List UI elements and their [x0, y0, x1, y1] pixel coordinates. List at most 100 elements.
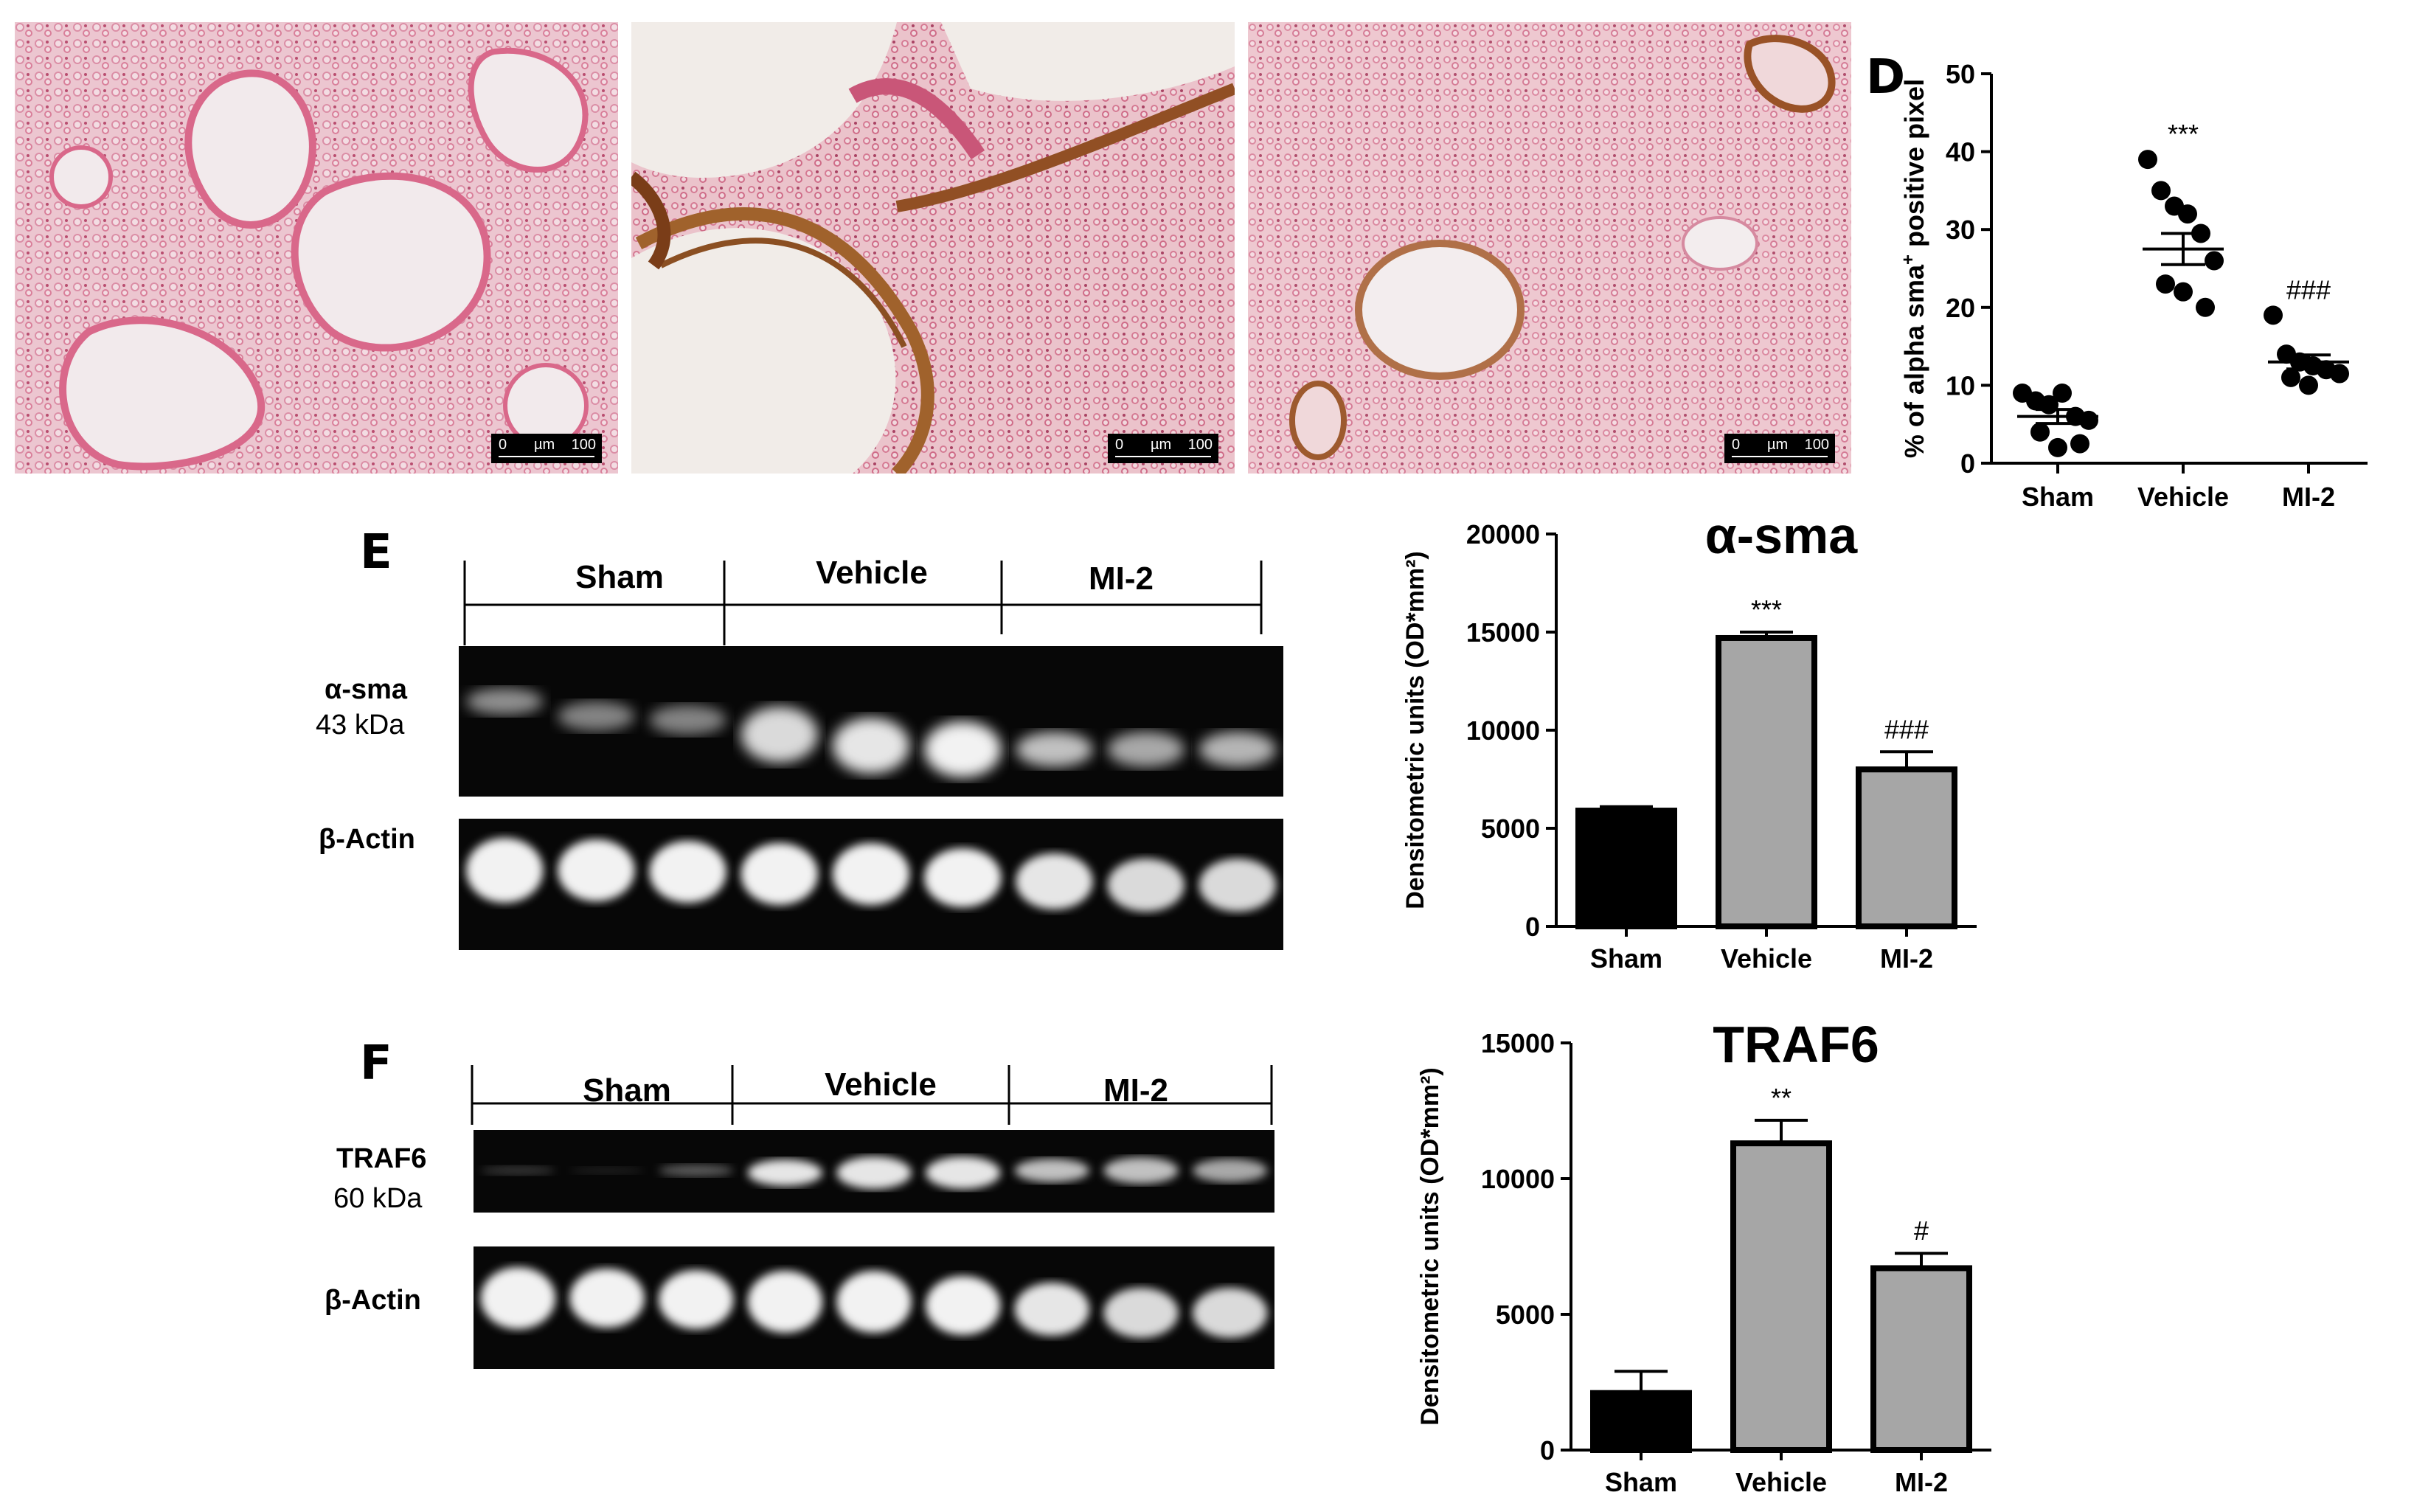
blot-band [649, 841, 726, 903]
bar [1730, 1140, 1832, 1453]
data-point [2178, 204, 2197, 224]
blot-band [1103, 1288, 1179, 1338]
significance-label: *** [2168, 119, 2199, 149]
data-point [2330, 364, 2349, 384]
data-point [2151, 181, 2171, 201]
lane-group-brackets-e [463, 561, 1263, 645]
blot-band [1199, 859, 1277, 912]
panel-label-d: D [1866, 50, 1906, 105]
blot-band [1014, 1159, 1090, 1182]
control-label-e: β-Actin [319, 824, 415, 855]
y-tick-label: 0 [1960, 448, 1975, 479]
chart-panel-f: TRAF6 0 5000 10000 15000 Densitometric units … [1416, 1018, 1991, 1497]
scale-bar-b: 0 µm 100 [1108, 434, 1218, 463]
blot-band [1016, 853, 1093, 909]
blot-band [740, 843, 818, 905]
y-tick-label: 10000 [1466, 715, 1540, 746]
chart-title: TRAF6 [1713, 1018, 1879, 1073]
blot-band [925, 1156, 1001, 1189]
blot-band [924, 721, 1002, 777]
x-tick-label: Vehicle [1721, 943, 1812, 974]
y-axis-label: Densitometric units (OD*mm²) [1416, 1067, 1444, 1426]
data-point [2264, 305, 2283, 325]
micrograph-sham-image [15, 22, 618, 474]
group-header-sham: Sham [575, 559, 664, 595]
panel-label-e: E [360, 525, 392, 580]
blot-bands [465, 688, 1277, 777]
data-point [2174, 282, 2193, 302]
y-axis-label: % of alpha sma+ positive pixel [1898, 79, 1930, 458]
target-label-e: α-sma [325, 674, 408, 705]
y-tick-label: 30 [1946, 215, 1975, 245]
scale-bar-value: 100 [571, 437, 596, 453]
data-point [2196, 297, 2215, 317]
western-blot-beta-actin-f [474, 1246, 1274, 1369]
x-tick-label: MI-2 [1895, 1467, 1948, 1497]
data-point [2138, 150, 2157, 170]
group-header-vehicle: Vehicle [825, 1067, 937, 1103]
x-tick-label: Sham [1590, 943, 1662, 974]
significance-label: ** [1771, 1083, 1792, 1113]
target-label-f: TRAF6 [336, 1143, 427, 1174]
blot-band [747, 1271, 823, 1333]
data-point [2048, 437, 2067, 457]
data-point [2281, 367, 2300, 387]
y-tick-label: 40 [1946, 137, 1975, 167]
blot-band [836, 1156, 912, 1189]
scale-bar-c: 0 µm 100 [1724, 434, 1835, 463]
y-tick-label: 10000 [1481, 1164, 1555, 1194]
western-blot-traf6 [474, 1130, 1274, 1213]
blot-band [658, 1270, 734, 1329]
x-tick-label: Sham [2022, 482, 2094, 512]
blot-bands [480, 1267, 1268, 1338]
x-tick-label: Vehicle [1735, 1467, 1827, 1497]
blot-band [832, 718, 910, 774]
significance-label: ### [2286, 274, 2331, 305]
y-tick-label: 0 [1540, 1435, 1555, 1466]
chart-panel-e: α-sma 0 5000 10000 15000 20000 Densitometric u… [1401, 509, 1977, 974]
scale-bar-zero: 0 [499, 437, 507, 453]
y-tick-label: 0 [1525, 912, 1540, 942]
x-tick-label: MI-2 [1880, 943, 1933, 974]
x-tick-label: MI-2 [2282, 482, 2335, 512]
blot-band [747, 1159, 823, 1186]
micrograph-vehicle: 0 µm 100 [631, 22, 1235, 474]
blot-band [925, 1276, 1001, 1335]
blot-band [1103, 1157, 1179, 1184]
y-tick-label: 50 [1946, 59, 1975, 89]
lane-group-brackets-f [471, 1065, 1273, 1125]
y-axis-label: Densitometric units (OD*mm²) [1401, 551, 1429, 909]
blot-band [836, 1271, 912, 1333]
blot-band [1016, 732, 1093, 767]
bar [1575, 808, 1677, 929]
group-header-vehicle: Vehicle [816, 555, 928, 591]
bar [1590, 1390, 1692, 1453]
y-tick-label: 20 [1946, 293, 1975, 323]
data-point [2053, 383, 2072, 403]
blot-band [480, 1267, 556, 1329]
blot-band [1014, 1283, 1090, 1336]
blot-band [924, 848, 1002, 907]
data-point [2299, 375, 2318, 395]
blot-bands [465, 838, 1277, 912]
data-point [2070, 434, 2089, 454]
blot-band [569, 1269, 645, 1328]
scale-bar-a: 0 µm 100 [491, 434, 602, 463]
blot-band [1192, 1159, 1268, 1182]
group-header-sham: Sham [583, 1072, 671, 1109]
significance-label: # [1914, 1216, 1929, 1246]
blot-band [1199, 732, 1277, 767]
y-tick-label: 20000 [1466, 519, 1540, 549]
panel-label-f: F [360, 1036, 392, 1091]
bar [1856, 766, 1957, 930]
blot-band [558, 839, 635, 901]
significance-label: *** [1751, 594, 1782, 625]
blot-band [480, 1166, 556, 1175]
western-blot-alpha-sma [459, 646, 1283, 797]
group-header-mi2: MI-2 [1103, 1072, 1168, 1109]
scale-bar-zero: 0 [1115, 437, 1124, 453]
bar [1870, 1265, 1972, 1453]
significance-label: ### [1884, 714, 1929, 744]
y-tick-label: 15000 [1466, 617, 1540, 648]
chart-title: α-sma [1705, 509, 1859, 564]
